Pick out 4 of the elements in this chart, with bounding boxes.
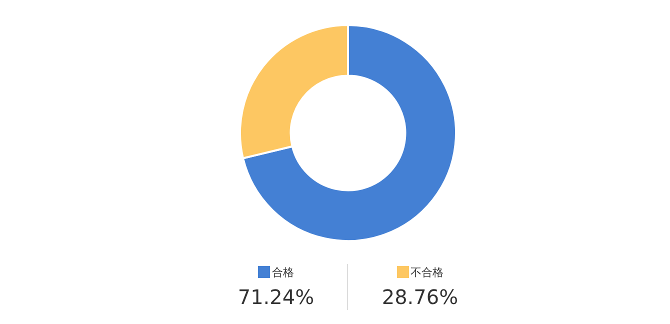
data-label: 28.76% (380, 285, 460, 309)
data-label: 71.24% (236, 285, 316, 309)
legend-label: 合格 (272, 264, 294, 280)
legend-label: 不合格 (410, 264, 444, 280)
